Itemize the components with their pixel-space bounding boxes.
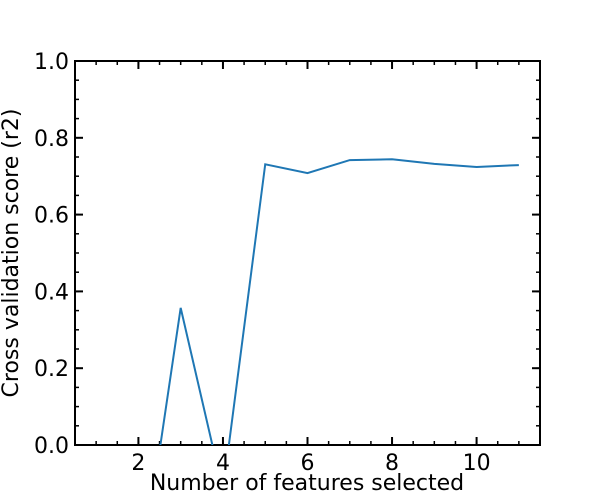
y-axis-label: Cross validation score (r2) xyxy=(0,109,24,398)
x-tick-label: 10 xyxy=(463,451,491,476)
x-axis-label: Number of features selected xyxy=(150,471,464,496)
y-tick-label: 0.6 xyxy=(34,204,69,229)
data-line xyxy=(159,158,519,445)
y-tick-label: 0.8 xyxy=(34,127,69,152)
y-tick-label: 0.4 xyxy=(34,280,69,305)
x-tick-label: 6 xyxy=(301,451,315,476)
y-tick-label: 1.0 xyxy=(34,50,69,75)
x-tick-label: 4 xyxy=(216,451,230,476)
y-tick-label: 0.0 xyxy=(34,434,69,459)
plot-frame xyxy=(74,60,541,446)
x-tick-label: 2 xyxy=(131,451,145,476)
y-tick-label: 0.2 xyxy=(34,357,69,382)
x-tick-label: 8 xyxy=(385,451,399,476)
